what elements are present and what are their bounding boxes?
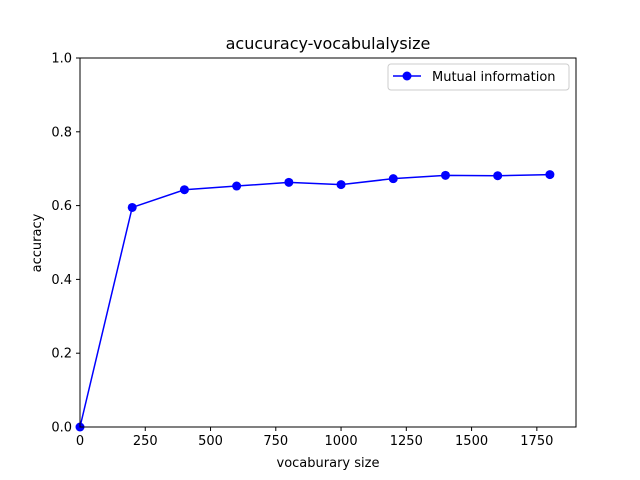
series-line-mutual-information xyxy=(79,173,550,428)
y-tick-label: 0.0 xyxy=(51,421,72,436)
legend: Mutual information xyxy=(387,63,570,91)
data-point xyxy=(284,177,294,187)
x-tick-label: 500 xyxy=(198,434,223,449)
chart-title: acucuracy-vocabulalysize xyxy=(226,34,431,53)
data-point xyxy=(232,181,242,191)
x-tick-label: 250 xyxy=(133,434,158,449)
x-axis-label: vocaburary size xyxy=(277,456,380,471)
x-tick-label: 750 xyxy=(263,434,288,449)
y-axis-label: accuracy xyxy=(30,213,45,272)
y-tick-label: 0.8 xyxy=(51,125,72,140)
plot-area: 0 250 500 750 1000 1250 1500 1750 0.0 0.2 0.4 0.6 0.… xyxy=(51,52,577,449)
y-tick-label: 0.6 xyxy=(51,199,72,214)
axes-frame xyxy=(79,57,577,428)
data-point xyxy=(388,174,398,184)
y-tick-label: 0.2 xyxy=(51,347,72,362)
x-tick-label: 0 xyxy=(76,434,84,449)
y-tick-label: 1.0 xyxy=(51,52,72,67)
y-tick-label: 0.4 xyxy=(51,273,72,288)
data-point xyxy=(440,170,450,180)
x-tick-label: 1750 xyxy=(520,434,553,449)
data-point xyxy=(336,180,346,190)
x-tick-label: 1250 xyxy=(390,434,423,449)
data-point xyxy=(179,185,189,195)
x-tick-label: 1500 xyxy=(455,434,488,449)
data-point xyxy=(545,170,555,180)
legend-label: Mutual information xyxy=(432,70,556,85)
data-point xyxy=(493,171,503,181)
legend-box xyxy=(387,63,570,91)
legend-marker-swatch xyxy=(402,71,412,81)
data-point xyxy=(127,202,137,212)
x-tick-label: 1000 xyxy=(325,434,358,449)
